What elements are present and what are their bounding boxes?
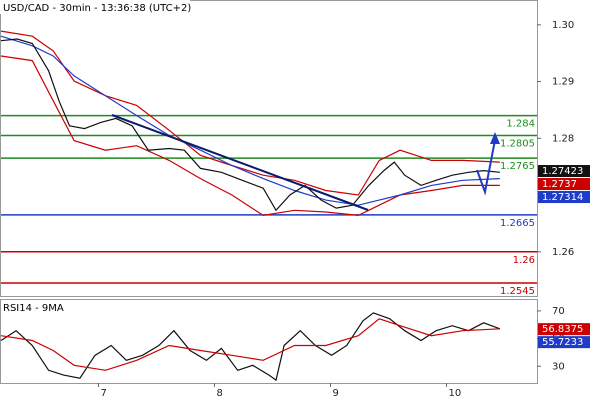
y-tick-label: 1.29 xyxy=(552,77,574,88)
y-tick-label: 1.30 xyxy=(552,20,574,31)
level-label: 1.284 xyxy=(506,119,535,130)
price-tag xyxy=(538,165,590,178)
price-tag xyxy=(538,191,590,204)
price-tag-label: 56.8375 xyxy=(542,324,583,335)
chart-title: USD/CAD - 30min - 13:36:38 (UTC+2) xyxy=(3,3,191,14)
series-line xyxy=(0,38,500,212)
series-line xyxy=(0,312,501,382)
y-tick-label: 70 xyxy=(552,306,565,317)
series-line xyxy=(0,318,500,371)
price-tag xyxy=(538,178,590,191)
y-tick-label: 1.26 xyxy=(552,247,574,258)
y-tick-label: 1.28 xyxy=(552,133,574,144)
x-tick-label: 8 xyxy=(216,388,222,399)
y-tick-label: 30 xyxy=(552,361,565,372)
price-tag-label: 1.27423 xyxy=(542,166,583,177)
x-tick-label: 7 xyxy=(100,388,106,399)
arrow-head xyxy=(490,132,500,144)
price-tag-label: 1.27314 xyxy=(542,192,583,203)
trend-line xyxy=(111,114,369,211)
title-bg xyxy=(0,0,190,14)
price-tag xyxy=(538,336,590,349)
rsi-title: RSI14 - 9MA xyxy=(3,303,64,314)
series-line xyxy=(0,55,500,217)
price-tag xyxy=(538,323,590,336)
forecast-arrow xyxy=(476,139,496,196)
series-line xyxy=(0,35,500,206)
price-tag-label: 1.2737 xyxy=(542,179,577,190)
level-label: 1.26 xyxy=(513,255,535,266)
price-panel xyxy=(0,0,538,297)
x-tick-label: 10 xyxy=(449,388,462,399)
price-tag-label: 55.7233 xyxy=(542,337,583,348)
level-label: 1.2805 xyxy=(500,138,535,149)
x-tick-label: 9 xyxy=(332,388,338,399)
level-label: 1.2545 xyxy=(500,286,535,297)
rsi-panel xyxy=(0,299,538,384)
level-label: 1.2665 xyxy=(500,218,535,229)
level-label: 1.2765 xyxy=(500,161,535,172)
series-line xyxy=(0,30,500,196)
